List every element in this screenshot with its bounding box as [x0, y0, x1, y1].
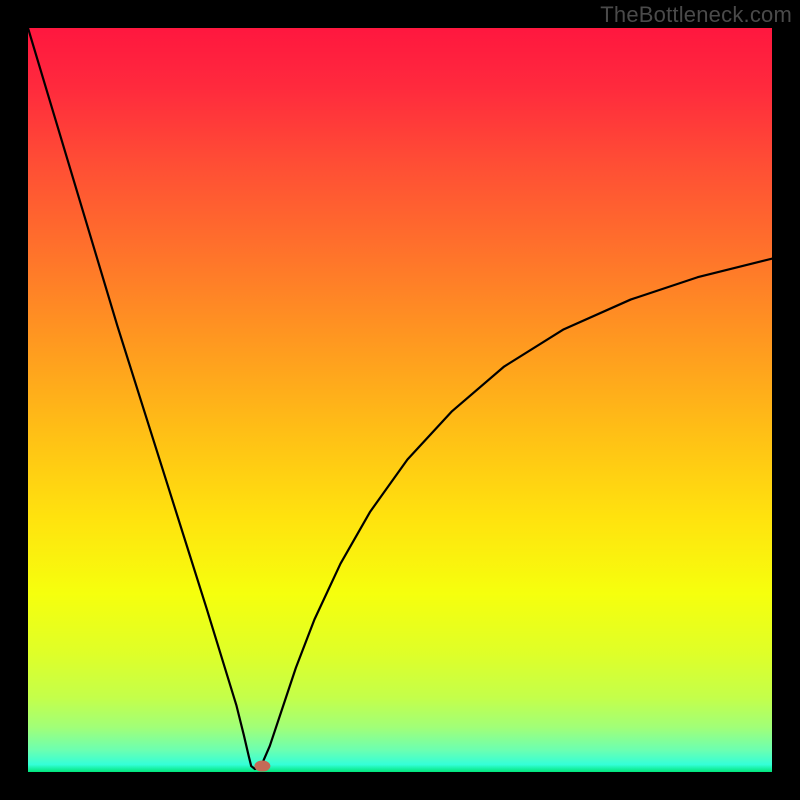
plot-area [28, 28, 772, 772]
watermark-text: TheBottleneck.com [600, 2, 792, 28]
optimum-marker [254, 761, 270, 772]
gradient-background [28, 28, 772, 772]
gradient-chart-svg [28, 28, 772, 772]
chart-frame: TheBottleneck.com [0, 0, 800, 800]
